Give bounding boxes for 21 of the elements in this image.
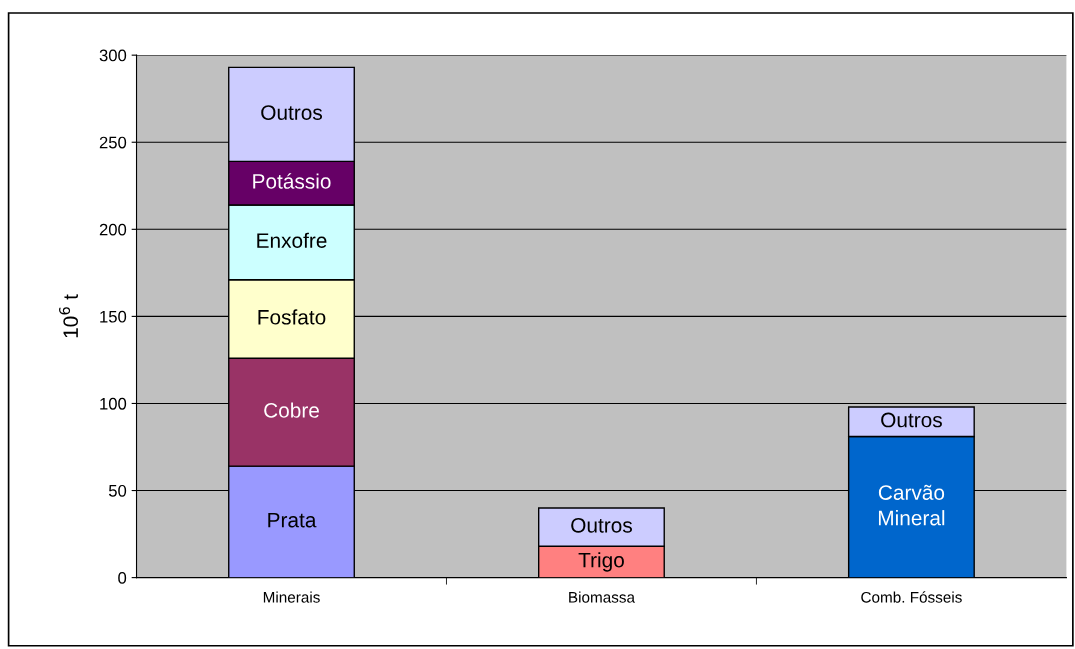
x-tick-label: Biomassa [569,591,635,603]
y-tick-label: 300 [99,49,127,62]
series-label: Prata [268,512,317,528]
series-label: Potássio [253,173,331,189]
text: Outros [571,517,632,533]
text: Outros [261,105,323,120]
series-label: Enxofre [257,232,327,248]
y-axis-title: 10$^{6}$ t [59,294,79,338]
series-label: Fosfato [258,309,326,325]
y-tick-label: 150 [100,310,127,323]
series-label: Carvão Mineral [878,484,945,526]
series-label: Cobre [264,402,319,418]
y-tick-label: 100 [100,397,127,410]
series-label: Outros [881,412,942,428]
y-tick-label: 50 [108,484,127,497]
y-tick-label: 0 [118,572,127,584]
y-tick-label: 200 [99,223,127,236]
x-tick-label: Minerais [263,591,320,603]
x-tick-label: Comb. Fósseis [861,591,962,603]
series-label: Trigo [578,552,624,572]
y-tick-label: 250 [99,136,127,149]
